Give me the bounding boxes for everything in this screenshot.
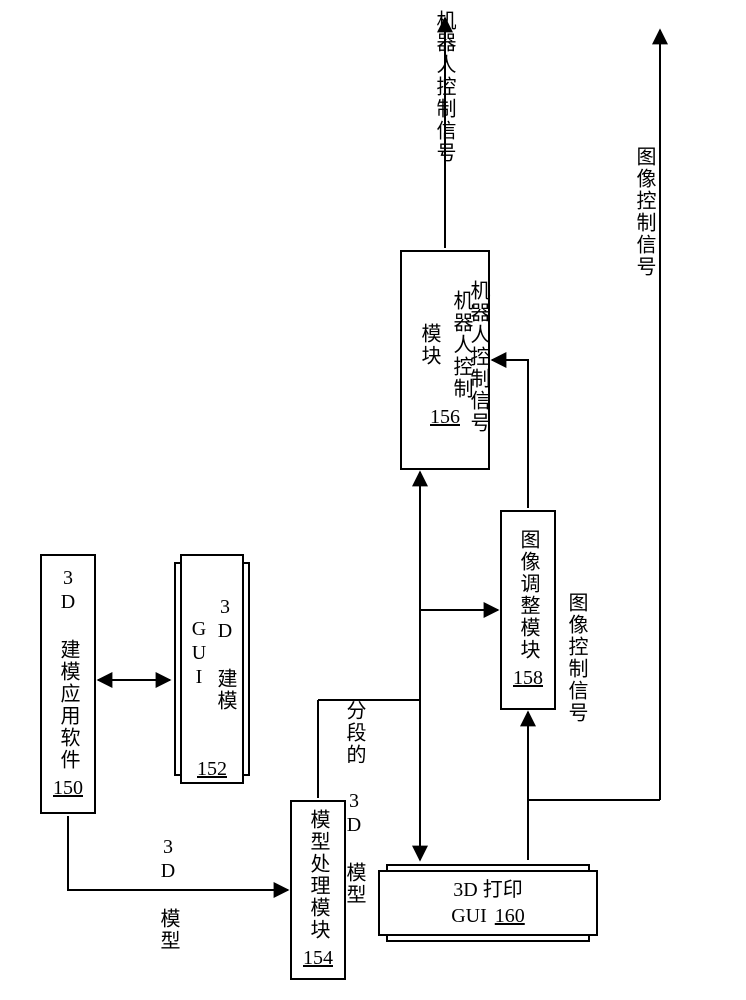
- label-image-signal-in: 图像控制信号: [562, 592, 591, 724]
- box-modeling-app: 3D 建模应用软件 150: [40, 554, 96, 814]
- box-image-adj: 图像调整模块 158: [500, 510, 556, 710]
- label-3d-model-1: 3D 模型: [154, 836, 183, 952]
- label-3d-model-2: 3D 模型: [340, 790, 369, 906]
- print-gui-label-2: GUI160: [451, 903, 525, 929]
- modeling-gui-label: 3D 建模 GUI: [186, 556, 238, 752]
- box-modeling-gui: 3D 建模 GUI 152: [180, 554, 244, 784]
- model-proc-label: 模型处理模块: [305, 809, 331, 941]
- label-segmented: 分段的: [340, 700, 369, 766]
- model-proc-num: 154: [303, 945, 333, 971]
- modeling-app-num: 150: [53, 775, 83, 801]
- robot-ctrl-label-2: 模块: [416, 290, 442, 400]
- label-robot-signal-out: 机器人控制信号: [430, 10, 459, 164]
- modeling-gui-num: 152: [197, 756, 227, 782]
- modeling-app-label: 3D 建模应用软件: [55, 567, 81, 771]
- image-adj-num: 158: [513, 665, 543, 691]
- box-model-proc: 模型处理模块 154: [290, 800, 346, 980]
- label-robot-signal-in: 机器人控制信号: [464, 280, 493, 434]
- robot-ctrl-num: 156: [430, 404, 460, 430]
- box-print-gui: 3D 打印 GUI160: [378, 870, 598, 936]
- image-adj-label: 图像调整模块: [515, 529, 541, 661]
- label-image-signal-out: 图像控制信号: [630, 146, 659, 278]
- print-gui-label-1: 3D 打印: [453, 877, 522, 903]
